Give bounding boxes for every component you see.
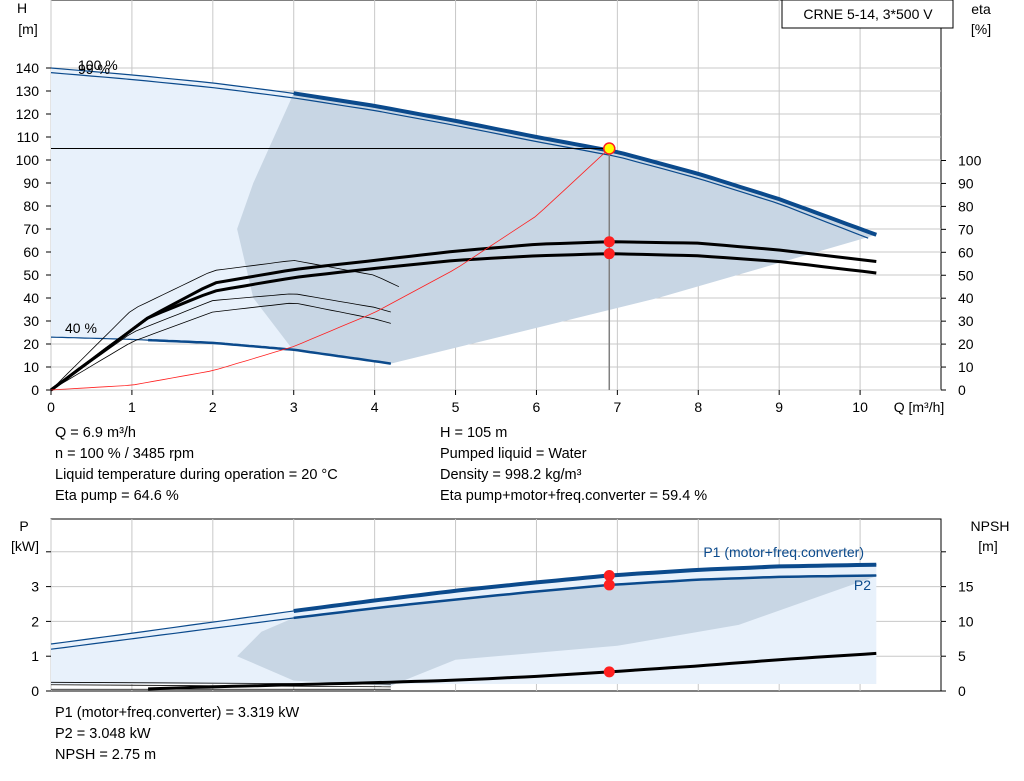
y-tick-label: 20 <box>23 336 39 352</box>
y-tick-label: 10 <box>23 359 39 375</box>
h-curve-99 <box>50 72 869 239</box>
y-tick-label: 1 <box>31 648 39 664</box>
y2-axis-unit: [%] <box>971 21 991 37</box>
info-line: P1 (motor+freq.converter) = 3.319 kW <box>55 705 300 721</box>
y-tick-label: 60 <box>23 244 39 260</box>
eta-total-curve <box>50 252 877 392</box>
x-tick-label: 4 <box>371 399 379 415</box>
y2-tick-label: 90 <box>958 175 974 191</box>
info-line: NPSH = 2.75 m <box>55 747 157 763</box>
y2-tick-label: 50 <box>958 267 974 283</box>
y-tick-label: 30 <box>23 313 39 329</box>
eta-total-duty-point <box>603 248 615 260</box>
eta-reduced-speed-curve <box>50 302 391 391</box>
x-tick-label: 8 <box>694 399 702 415</box>
y-tick-label: 70 <box>23 221 39 237</box>
x-tick-label: 9 <box>775 399 783 415</box>
y2-tick-label: 60 <box>958 244 974 260</box>
y-tick-label: 120 <box>16 106 40 122</box>
y-tick-label: 0 <box>31 683 39 699</box>
chart-title-box <box>781 0 954 29</box>
y-tick-label: 130 <box>16 83 40 99</box>
x-axis-label: Q [m³/h] <box>894 399 945 415</box>
y2-tick-label: 80 <box>958 198 974 214</box>
x-tick-label: 7 <box>613 399 621 415</box>
system-curve <box>50 148 610 391</box>
info-top-left: Q = 6.9 m³/h n = 100 % / 3485 rpm Liquid… <box>55 423 338 507</box>
info-line: Eta pump+motor+freq.converter = 59.4 % <box>440 488 708 504</box>
info-line: Density = 998.2 kg/m³ <box>440 467 582 483</box>
y-tick-label: 3 <box>31 579 39 595</box>
operating-range-dark <box>237 93 877 364</box>
h-curve-100 <box>293 91 877 237</box>
y-tick-label: 140 <box>16 60 40 76</box>
x-tick-label: 3 <box>290 399 298 415</box>
info-top-right: H = 105 m Pumped liquid = Water Density … <box>440 423 707 507</box>
h-curve-40 <box>148 338 391 365</box>
y2-tick-label: 0 <box>958 382 966 398</box>
y-tick-label: 90 <box>23 175 39 191</box>
y2-axis-label: eta <box>971 1 991 17</box>
speed-label-40: 40 % <box>65 320 97 336</box>
p1-curve <box>293 562 877 613</box>
y-tick-label: 2 <box>31 613 39 629</box>
y2-tick-label: 15 <box>958 579 974 595</box>
p1-duty-point <box>603 569 615 581</box>
info-line: Eta pump = 64.6 % <box>55 488 179 504</box>
y-tick-label: 100 <box>16 152 40 168</box>
info-bottom: P1 (motor+freq.converter) = 3.319 kW P2 … <box>55 703 299 766</box>
info-line: P2 = 3.048 kW <box>55 726 151 742</box>
y2-tick-label: 70 <box>958 221 974 237</box>
p1-series-label: P1 (motor+freq.converter) <box>703 544 864 560</box>
y2-tick-label: 100 <box>958 153 982 169</box>
y2-tick-label: 5 <box>958 648 966 664</box>
speed-label-99: 99 % <box>78 61 110 77</box>
info-line: n = 100 % / 3485 rpm <box>55 446 195 462</box>
x-tick-label: 2 <box>209 399 217 415</box>
y2-tick-label: 0 <box>958 683 966 699</box>
eta-reduced-speed-curve <box>50 293 391 391</box>
info-line: Liquid temperature during operation = 20… <box>55 467 338 483</box>
p2-duty-point <box>603 579 615 591</box>
y2-tick-label: 40 <box>958 290 974 306</box>
y2-tick-label: 10 <box>958 613 974 629</box>
eta-pump-curve <box>50 240 877 392</box>
y-axis-unit: [kW] <box>11 538 39 554</box>
y-axis-label: H <box>17 0 27 16</box>
x-tick-label: 5 <box>452 399 460 415</box>
info-line: Q = 6.9 m³/h <box>55 425 136 441</box>
speed-label-100: 100 % <box>78 57 118 73</box>
y2-tick-label: 10 <box>958 359 974 375</box>
p2-curve <box>293 574 877 620</box>
info-line: H = 105 m <box>440 425 508 441</box>
x-tick-label: 6 <box>533 399 541 415</box>
y2-tick-label: 30 <box>958 313 974 329</box>
y-tick-label: 110 <box>17 129 40 145</box>
y-axis-unit: [m] <box>18 21 37 37</box>
x-tick-label: 0 <box>47 399 55 415</box>
x-tick-label: 1 <box>128 399 136 415</box>
eta-reduced-speed-curve <box>50 260 400 391</box>
y2-tick-label: 20 <box>958 336 974 352</box>
p2-series-label: P2 <box>854 577 871 593</box>
operating-range-dark <box>237 575 877 686</box>
h-duty-point <box>603 142 616 155</box>
npsh-duty-point <box>603 666 615 678</box>
y-tick-label: 0 <box>31 382 39 398</box>
info-line: Pumped liquid = Water <box>440 446 587 462</box>
x-tick-label: 10 <box>852 399 868 415</box>
y-tick-label: 80 <box>23 198 39 214</box>
y-tick-label: 40 <box>23 290 39 306</box>
npsh-curve <box>148 651 877 691</box>
y-tick-label: 50 <box>23 267 39 283</box>
chart-title: CRNE 5-14, 3*500 V <box>803 6 933 22</box>
y-axis-label: P <box>19 518 28 534</box>
y2-axis-unit: [m] <box>978 538 997 554</box>
y2-axis-label: NPSH <box>971 518 1010 534</box>
eta-pump-duty-point <box>603 236 615 248</box>
